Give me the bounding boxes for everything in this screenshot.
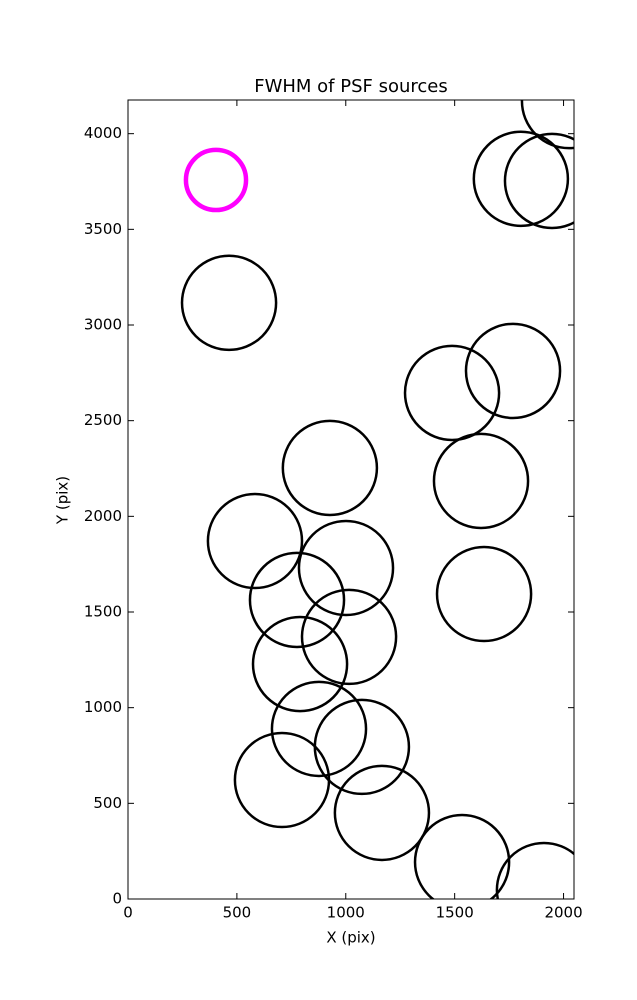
y-tick-label: 2000 <box>84 507 122 525</box>
source-circle <box>520 100 574 150</box>
chart-title: FWHM of PSF sources <box>254 76 448 97</box>
source-circle <box>270 680 368 778</box>
source-circle <box>503 132 574 230</box>
y-tick-label: 1000 <box>84 698 122 716</box>
plot-area <box>180 100 574 899</box>
x-tick-label: 0 <box>123 904 133 922</box>
source-circle <box>495 841 574 899</box>
source-circle <box>281 419 379 517</box>
source-circle <box>248 551 346 649</box>
x-tick-label: 500 <box>223 904 252 922</box>
source-circle <box>333 764 431 862</box>
plot-frame <box>127 99 575 900</box>
source-circle <box>297 519 395 617</box>
y-axis-label: Y (pix) <box>54 476 72 525</box>
source-circle <box>413 813 511 899</box>
source-circle <box>472 130 570 228</box>
y-tick-label: 1500 <box>84 603 122 621</box>
source-circle <box>300 588 398 686</box>
y-tick-label: 3500 <box>84 220 122 238</box>
source-circle <box>206 492 304 590</box>
x-tick-label: 2000 <box>544 904 582 922</box>
x-axis-label: X (pix) <box>326 929 375 947</box>
y-tick-label: 3000 <box>84 316 122 334</box>
source-circle <box>464 322 562 420</box>
source-circle <box>180 254 278 352</box>
source-circle <box>233 731 331 829</box>
y-tick-label: 0 <box>112 890 122 908</box>
y-tick-label: 2500 <box>84 411 122 429</box>
x-tick-label: 1500 <box>436 904 474 922</box>
source-circle <box>432 432 530 530</box>
source-circle <box>251 615 349 713</box>
source-circle <box>403 344 501 442</box>
y-tick-label: 500 <box>93 794 122 812</box>
source-circle <box>435 545 533 643</box>
source-circle <box>183 147 249 213</box>
x-tick-label: 1000 <box>327 904 365 922</box>
y-tick-label: 4000 <box>84 124 122 142</box>
